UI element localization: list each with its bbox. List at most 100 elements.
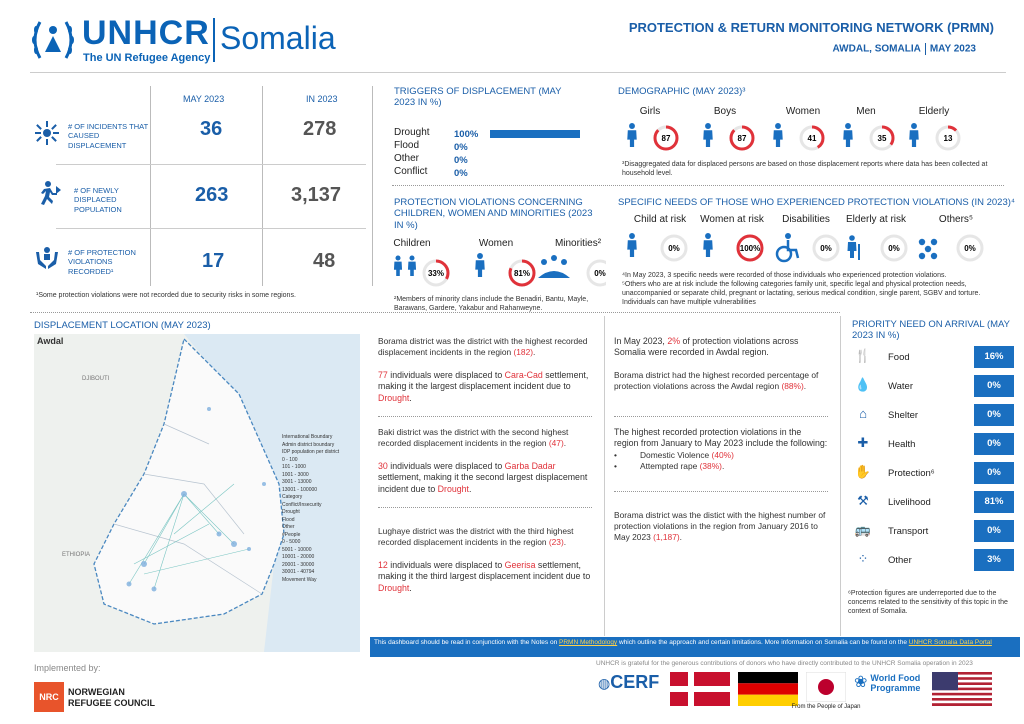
data-portal-link[interactable]: UNHCR Somalia Data Portal xyxy=(908,639,992,646)
narrative-paragraph: Borama district had the highest recorded… xyxy=(614,370,819,391)
demo-label: Boys xyxy=(714,106,736,117)
laurel-icon xyxy=(32,21,74,59)
demographic-ring: 87 xyxy=(729,125,755,151)
need-label: Child at risk xyxy=(634,214,687,225)
narrative-divider xyxy=(378,507,592,508)
ring-value: 0% xyxy=(668,244,680,253)
legend-item: Admin district boundary xyxy=(282,441,335,448)
trigger-name: Conflict xyxy=(394,166,428,177)
ring-value: 0% xyxy=(888,244,900,253)
org-subtitle: The UN Refugee Agency xyxy=(83,52,211,64)
child-icon xyxy=(393,255,403,276)
kpi-row-displaced xyxy=(34,180,62,206)
need-ring: 0% xyxy=(956,234,984,262)
incident-burst-icon xyxy=(35,121,59,145)
legend-title: Category xyxy=(282,494,303,500)
map-canvas xyxy=(34,334,360,652)
kpi-row-violations xyxy=(34,244,60,270)
food-icon: 🍴 xyxy=(854,348,872,363)
narrative-paragraph: Borama district was the distict with the… xyxy=(614,509,826,542)
column-divider xyxy=(840,316,841,636)
ring-value: 81% xyxy=(514,269,530,278)
needs-panel: Child at risk Women at risk Disabilities… xyxy=(612,210,1008,268)
demographic-note: ³Disaggregated data for displaced person… xyxy=(622,161,988,177)
priority-row: ✚ Health 0% xyxy=(850,433,1018,462)
priority-name: Livelihood xyxy=(888,497,931,508)
legend-title: IDP population per district xyxy=(282,449,340,455)
protection-hands-icon xyxy=(36,247,58,269)
kpi-month-value: 17 xyxy=(202,250,225,272)
need-label: Disabilities xyxy=(782,214,830,225)
priority-value: 0% xyxy=(974,520,1014,542)
legend-item: 1001 - 3000 xyxy=(282,471,309,478)
period-label: MAY 2023 xyxy=(929,43,976,55)
section-divider xyxy=(392,185,1004,186)
ring-value: 33% xyxy=(428,269,444,278)
need-ring: 0% xyxy=(660,234,688,262)
region-label: AWDAL, SOMALIA xyxy=(832,43,921,55)
kpi-row-incidents xyxy=(34,120,60,146)
woman-icon xyxy=(703,233,713,257)
priority-name: Food xyxy=(888,352,910,363)
health-icon: ✚ xyxy=(857,435,869,450)
kpi-row-divider xyxy=(56,164,366,165)
ring-value: 100% xyxy=(740,244,760,253)
priority-value: 0% xyxy=(974,462,1014,484)
legend-item: 20001 - 30000 xyxy=(282,561,315,568)
narrative-column-1: Borama district was the district with th… xyxy=(378,336,592,594)
country-name: Somalia xyxy=(220,20,336,56)
denmark-flag-icon xyxy=(670,672,730,706)
need-ring: 0% xyxy=(880,234,908,262)
globe-icon: ◍ xyxy=(598,675,611,691)
displacement-map: Awdal DJIBOUTI ETHIOPIA International Bo… xyxy=(34,334,360,652)
kpi-label: # OF NEWLY DISPLACED POPULATION xyxy=(74,186,122,214)
priority-value: 0% xyxy=(974,375,1014,397)
violations-note: ²Members of minority clans include the B… xyxy=(394,296,589,312)
narrative-paragraph: Borama district was the district with th… xyxy=(378,336,588,357)
person-icon xyxy=(703,123,713,147)
map-title: DISPLACEMENT LOCATION (MAY 2023) xyxy=(34,320,211,331)
legend-item: 3001 - 13000 xyxy=(282,479,312,485)
demographic-chart: Girls Boys Women Men Elderly 87 87 41 35 13 xyxy=(627,106,961,151)
priority-name: Shelter xyxy=(888,410,919,421)
violation-ring: 33% xyxy=(422,259,450,287)
kpi-col-year: IN 2023 xyxy=(306,94,338,104)
kpi-label: # OF PROTECTION VIOLATIONS RECORDED¹ xyxy=(68,248,136,276)
person-icon xyxy=(627,123,637,147)
legend-item: Flood xyxy=(282,516,295,523)
legend-item: 0 - 5000 xyxy=(282,539,301,545)
legend-item: Drought xyxy=(282,509,300,515)
trigger-pct: 100% xyxy=(454,129,479,140)
person-icon xyxy=(909,123,919,147)
trigger-name: Other xyxy=(394,153,420,164)
demographic-ring: 41 xyxy=(799,125,825,151)
demographic-panel: Girls Boys Women Men Elderly 87 87 41 35 13 xyxy=(608,102,1008,162)
trigger-row: Conflict 0% xyxy=(394,166,604,179)
legend-item: Movement Way xyxy=(282,576,317,583)
priority-name: Other xyxy=(888,555,912,566)
kpi-row-divider xyxy=(56,228,366,229)
priority-value: 3% xyxy=(974,549,1014,571)
person-icon xyxy=(773,123,783,147)
trigger-pct: 0% xyxy=(454,155,468,166)
priority-value: 0% xyxy=(974,433,1014,455)
priority-row: ⚒ Livelihood 81% xyxy=(850,491,1018,520)
legend-item: 101 - 1000 xyxy=(282,464,306,470)
viol-label: Minorities² xyxy=(555,238,602,249)
needs-chart: Child at risk Women at risk Disabilities… xyxy=(627,214,984,263)
need-ring: 100% xyxy=(736,234,764,262)
kpi-month-value: 263 xyxy=(195,184,229,206)
trigger-row: Other 0% xyxy=(394,153,604,166)
demo-label: Men xyxy=(856,106,875,117)
methodology-link[interactable]: PRMN Methodology xyxy=(559,639,618,646)
violation-ring: 81% xyxy=(508,259,536,287)
ring-value: 0% xyxy=(820,244,832,253)
kpi-year-value: 3,137 xyxy=(291,184,342,206)
map-region-label: Awdal xyxy=(37,336,64,346)
running-person-icon xyxy=(41,181,61,205)
kpi-col-month: MAY 2023 xyxy=(183,94,225,104)
viol-label: Children xyxy=(393,238,430,249)
violations-chart: Children Women Minorities² 33% 81% 0% xyxy=(393,238,606,287)
trigger-name: Flood xyxy=(394,140,420,151)
kpi-footnote: ¹Some protection violations were not rec… xyxy=(36,292,296,299)
